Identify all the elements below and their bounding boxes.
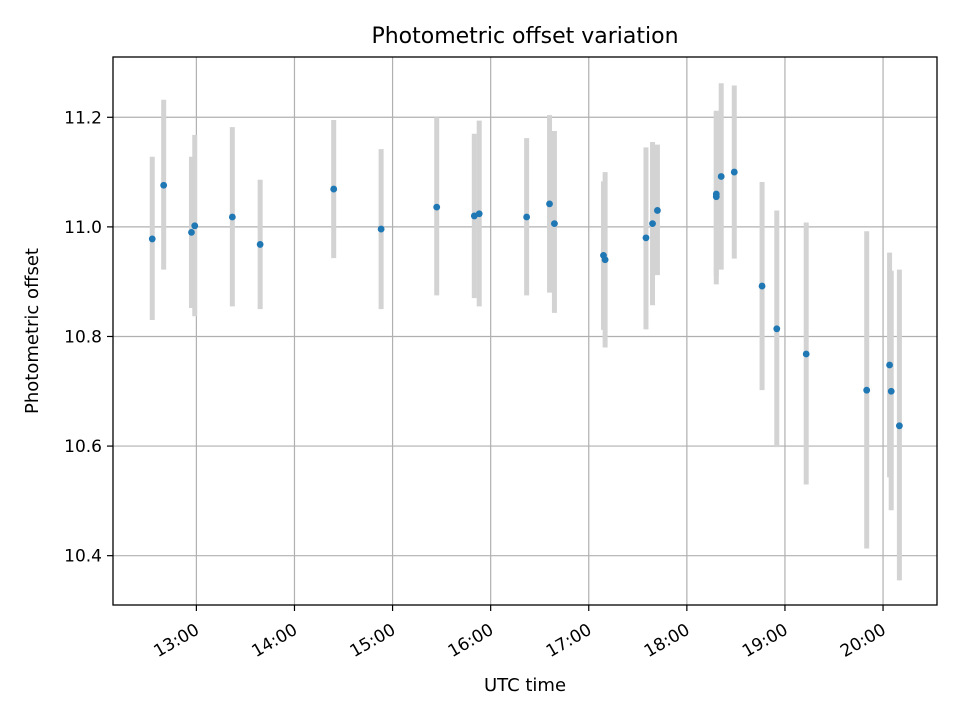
data-point — [712, 193, 720, 201]
plot-frame — [112, 56, 938, 606]
data-point — [475, 210, 483, 218]
x-axis-label: UTC time — [484, 675, 566, 696]
data-point — [160, 181, 168, 189]
data-point — [188, 228, 195, 236]
data-point — [191, 222, 199, 230]
grid — [113, 57, 937, 605]
y-tick-label: 10.6 — [64, 437, 102, 457]
data-point — [551, 220, 558, 227]
data-point — [886, 361, 893, 369]
data-point — [546, 200, 553, 208]
y-axis-ticks: 10.4 10.6 10.8 11.0 11.2 — [64, 108, 113, 567]
data-point — [758, 282, 766, 290]
y-tick-label: 11.0 — [64, 218, 102, 238]
y-tick-label: 11.2 — [64, 108, 102, 128]
data-point — [863, 386, 871, 394]
data-point — [717, 173, 725, 180]
chart-title: Photometric offset variation — [371, 24, 678, 49]
data-point — [730, 168, 738, 176]
data-point — [895, 422, 903, 430]
data-point — [377, 225, 385, 233]
data-point — [601, 256, 609, 264]
data-point — [256, 241, 264, 248]
y-axis-label: Photometric offset — [22, 248, 43, 414]
data-point — [654, 207, 661, 214]
data-point — [330, 185, 338, 193]
data-point — [228, 213, 236, 221]
data-points — [148, 168, 903, 430]
data-point — [148, 235, 156, 243]
data-point — [802, 350, 810, 358]
data-point — [433, 203, 441, 211]
data-point — [887, 387, 895, 395]
data-point — [642, 234, 650, 242]
data-point — [773, 325, 781, 333]
y-tick-label: 10.4 — [64, 547, 102, 567]
data-point — [649, 220, 656, 227]
y-tick-label: 10.8 — [64, 327, 102, 347]
data-point — [523, 213, 531, 221]
